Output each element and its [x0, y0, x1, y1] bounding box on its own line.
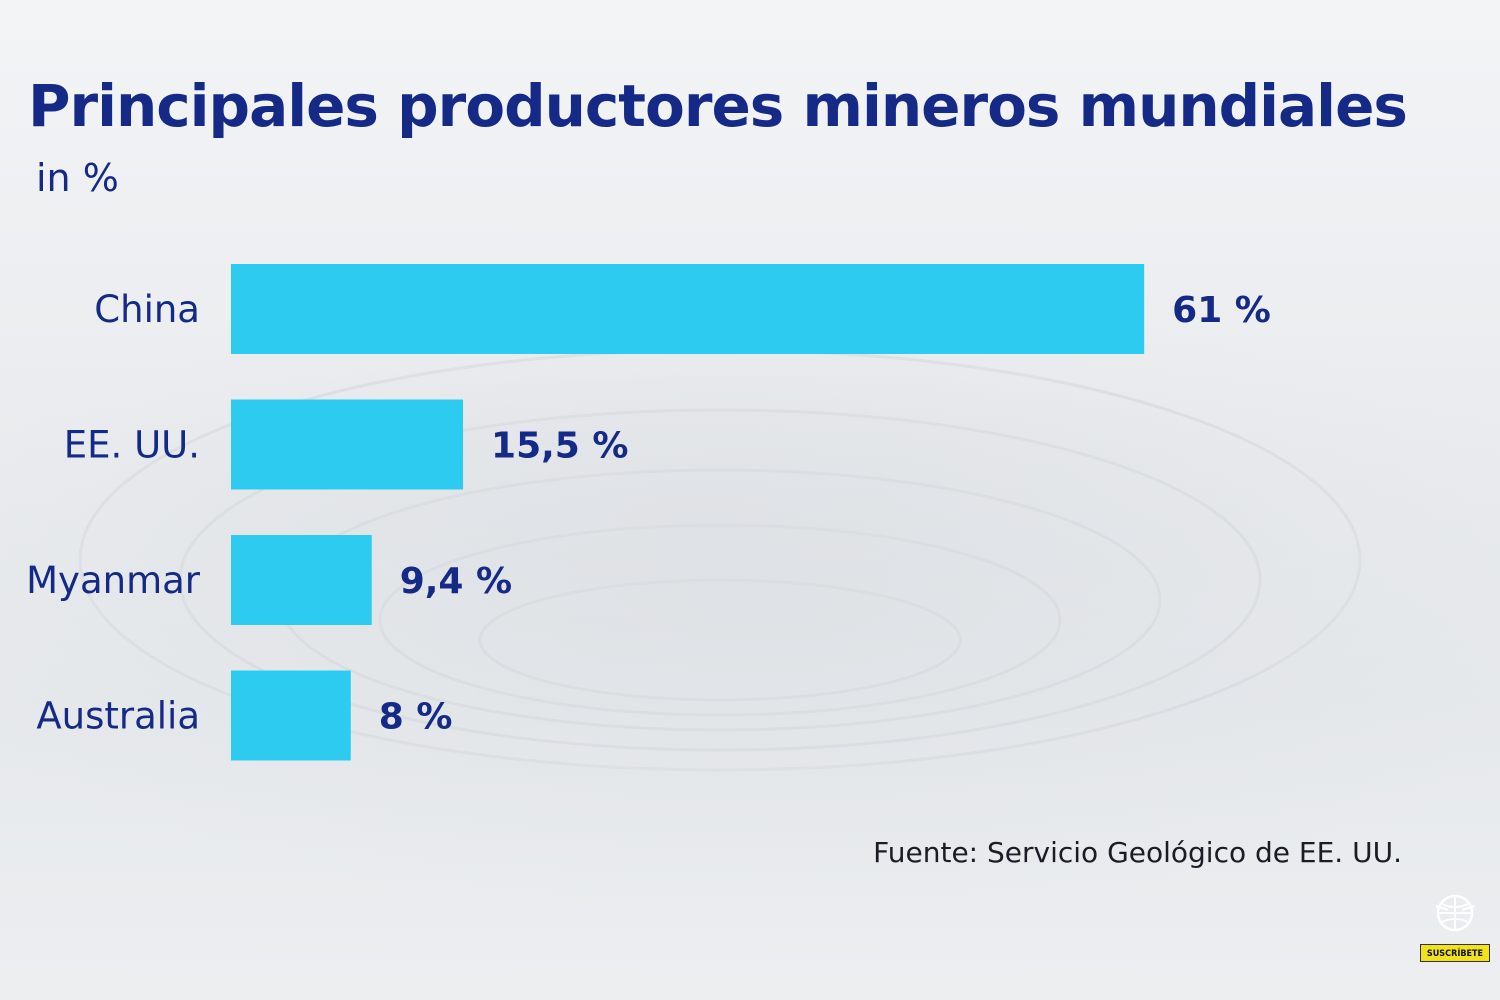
value-label: 8 %	[379, 697, 453, 738]
category-label: China	[94, 288, 200, 331]
bar	[231, 264, 1145, 354]
category-label: EE. UU.	[64, 424, 200, 467]
value-label: 15,5 %	[491, 426, 628, 467]
value-label: 9,4 %	[400, 561, 512, 602]
bar	[231, 670, 351, 761]
bar-chart: China 61 % EE. UU. 15,5 % Myanmar 9,4 % Austra…	[26, 264, 1271, 761]
category-label: Australia	[36, 695, 200, 738]
bar	[231, 535, 372, 625]
chart-subtitle: in %	[36, 156, 119, 200]
chart-title: Principales productores mineros mundiale…	[28, 72, 1408, 140]
globe-emblem-icon	[1435, 894, 1475, 932]
bar	[231, 399, 464, 490]
category-label: Myanmar	[26, 559, 201, 602]
subscribe-label: SUSCRÍBETE	[1420, 944, 1490, 962]
value-label: 61 %	[1172, 290, 1271, 331]
source-note: Fuente: Servicio Geológico de EE. UU.	[873, 836, 1402, 869]
subscribe-badge[interactable]: SUSCRÍBETE	[1420, 892, 1490, 964]
